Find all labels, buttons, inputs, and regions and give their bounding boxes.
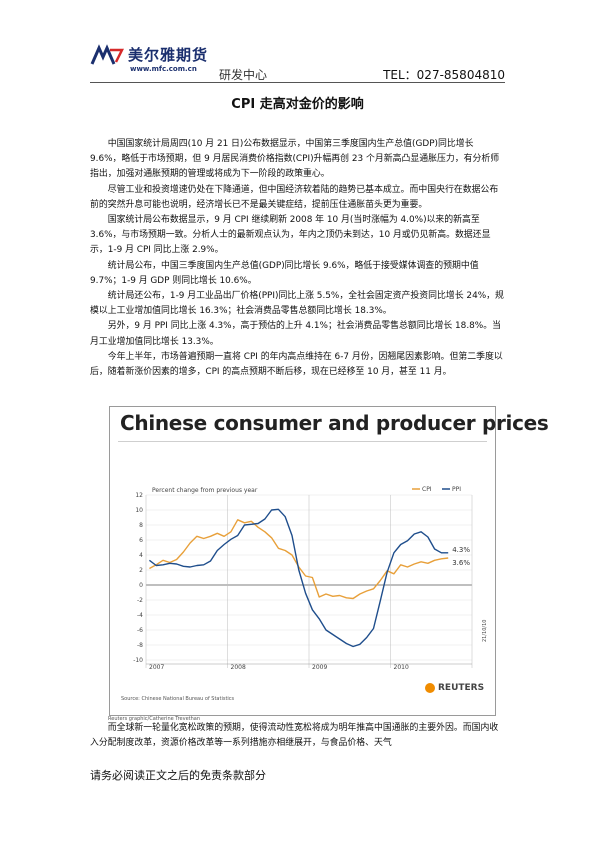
- y-tick-label: 2: [139, 567, 143, 574]
- y-tick-label: 12: [135, 492, 143, 499]
- department-label: 研发中心: [219, 68, 268, 82]
- y-tick-label: 8: [139, 522, 143, 529]
- x-tick-label: 2008: [231, 664, 246, 671]
- y-tick-label: 6: [139, 537, 143, 544]
- y-tick-label: 4: [139, 552, 143, 559]
- chart-subtitle: Percent change from previous year: [152, 487, 258, 494]
- page-header: 美尔雅期货 www.mfc.com.cn 研发中心 TEL：027-858048…: [90, 44, 505, 84]
- telephone-label: TEL：027-85804810: [383, 68, 505, 82]
- paragraph: 国家统计局公布数据显示，9 月 CPI 继续刷新 2008 年 10 月(当时涨…: [90, 215, 491, 256]
- company-logo-icon: [90, 44, 124, 65]
- chart-title: Chinese consumer and producer prices: [120, 411, 549, 435]
- y-tick-label: -2: [137, 597, 143, 604]
- paragraph: 今年上半年，市场普遍预期一直将 CPI 的年内高点维持在 6-7 月份，因翘尾因…: [90, 351, 503, 378]
- paragraph: 统计局还公布，1-9 月工业品出厂价格(PPI)同比上涨 5.5%，全社会固定资…: [90, 291, 504, 317]
- end-label-ppi: 4.3%: [452, 546, 470, 554]
- series-line-ppi: [148, 508, 449, 648]
- x-tick-label: 2010: [394, 664, 409, 671]
- date-stamp: 21/10/10: [482, 620, 488, 642]
- price-chart: Chinese consumer and producer prices Per…: [109, 406, 549, 716]
- series-line-cpi: [149, 519, 449, 600]
- y-tick-label: -6: [137, 627, 143, 634]
- paragraph: 另外，9 月 PPI 同比上涨 4.3%，高于预估的上升 4.1%；社会消费品零…: [90, 321, 501, 347]
- article-title: CPI 走高对金价的影响: [231, 97, 364, 112]
- y-tick-label: 0: [139, 582, 143, 589]
- header-divider: [90, 82, 505, 83]
- paragraph: 中国国家统计局周四(10 月 21 日)公布数据显示，中国第三季度国内生产总值(…: [90, 139, 500, 180]
- chart-plot: Percent change from previous year 12 10 8 6 4…: [133, 486, 488, 671]
- article-body-continued: 而全球新一轮量化宽松政策的预期，使得流动性宽松将成为明年推高中国通胀的主要外因。…: [90, 721, 505, 751]
- y-tick-label: -8: [137, 642, 143, 649]
- disclaimer-footer: 请务必阅读正文之后的免责条款部分: [90, 769, 266, 782]
- end-label-cpi: 3.6%: [452, 559, 470, 567]
- legend-label-ppi: PPI: [452, 486, 461, 493]
- chart-credit: Reuters graphic/Catherine Trevethan: [108, 716, 201, 722]
- x-tick-label: 2007: [149, 664, 164, 671]
- y-tick-label: -10: [133, 657, 143, 664]
- article-body: 中国国家统计局周四(10 月 21 日)公布数据显示，中国第三季度国内生产总值(…: [90, 137, 505, 380]
- reuters-label: REUTERS: [438, 683, 485, 693]
- paragraph: 统计局公布，中国三季度国内生产总值(GDP)同比增长 9.6%，略低于接受媒体调…: [90, 260, 479, 286]
- company-url: www.mfc.com.cn: [130, 65, 197, 73]
- chart-source: Source: Chinese National Bureau of Stati…: [121, 696, 235, 702]
- y-tick-label: -4: [137, 612, 143, 619]
- paragraph: 而全球新一轮量化宽松政策的预期，使得流动性宽松将成为明年推高中国通胀的主要外因。…: [90, 723, 499, 749]
- chart-title-divider: [118, 441, 487, 442]
- x-tick-label: 2009: [312, 664, 327, 671]
- reuters-logo-icon: [425, 683, 435, 693]
- y-tick-label: 10: [135, 507, 143, 514]
- legend-label-cpi: CPI: [422, 486, 432, 493]
- paragraph: 尽管工业和投资增速仍处在下降通道，但中国经济软着陆的趋势已基本成立。而中国央行在…: [90, 184, 499, 210]
- company-name: 美尔雅期货: [128, 46, 209, 64]
